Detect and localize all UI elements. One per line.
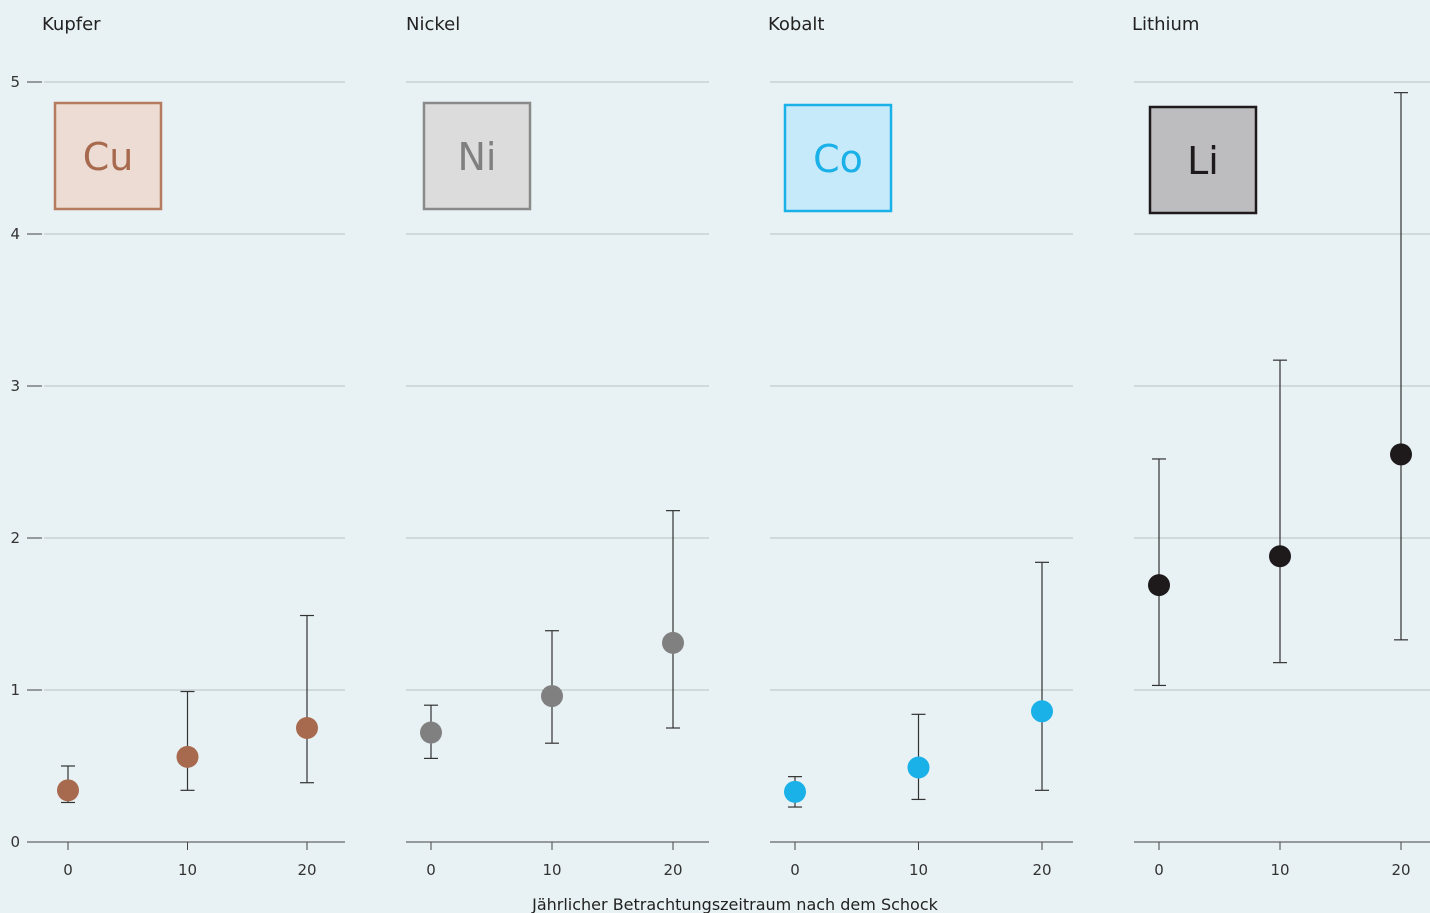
panel-title: Nickel: [406, 14, 460, 35]
data-point: [784, 780, 806, 803]
data-point: [907, 756, 930, 779]
data-point: [1148, 574, 1170, 597]
element-badge: [783, 103, 893, 213]
data-point: [662, 631, 684, 654]
panels: Kupfer 0 10 20 Cu Nickel 0 10 20 Ni Kobalt 0 10 20 Co L…: [28, 14, 1430, 879]
data-point-group: [1390, 92, 1412, 641]
y-tick-label: 5: [10, 73, 20, 91]
x-axis-title: Jährlicher Betrachtungszeitraum nach dem…: [531, 895, 939, 913]
y-tick-label: 3: [10, 377, 20, 395]
panel-kupfer: Kupfer 0 10 20 Cu: [28, 14, 345, 879]
x-tick-label: 20: [663, 861, 682, 879]
x-tick-label: 10: [909, 861, 928, 879]
element-badge: [422, 101, 532, 211]
data-point-group: [784, 776, 806, 808]
panel-title: Lithium: [1132, 14, 1199, 35]
data-point-group: [296, 614, 318, 784]
y-axis: 0 1 2 3 4 5: [10, 73, 42, 851]
data-point-group: [1269, 359, 1291, 664]
x-tick-label: 0: [1154, 861, 1164, 879]
y-tick-label: 2: [10, 529, 20, 547]
y-tick-label: 0: [10, 833, 20, 851]
element-symbol: Co: [813, 137, 863, 181]
panel-kobalt: Kobalt 0 10 20 Co: [768, 14, 1073, 879]
panel-title: Kupfer: [42, 14, 101, 35]
data-point-group: [57, 765, 79, 804]
x-tick-label: 10: [1270, 861, 1289, 879]
data-point: [420, 721, 442, 744]
element-symbol: Ni: [458, 135, 497, 179]
x-tick-label: 0: [790, 861, 800, 879]
data-point: [1390, 443, 1412, 466]
data-point: [1269, 545, 1291, 568]
data-point: [57, 779, 79, 802]
x-tick-label: 0: [426, 861, 436, 879]
x-tick-label: 10: [542, 861, 561, 879]
x-tick-label: 10: [178, 861, 197, 879]
data-point: [296, 717, 318, 739]
data-point-group: [907, 713, 930, 801]
x-tick-label: 20: [297, 861, 316, 879]
x-tick-label: 20: [1032, 861, 1051, 879]
data-point-group: [1031, 561, 1053, 791]
data-point-group: [662, 510, 684, 729]
data-point: [1031, 700, 1053, 723]
panel-nickel: Nickel 0 10 20 Ni: [406, 14, 709, 879]
data-point: [541, 685, 563, 708]
y-tick-label: 1: [10, 681, 20, 699]
panel-title: Kobalt: [768, 14, 824, 35]
data-point: [176, 745, 199, 768]
data-point-group: [420, 704, 442, 760]
data-point-group: [176, 690, 199, 791]
x-tick-label: 20: [1391, 861, 1410, 879]
element-badge: [1148, 105, 1258, 215]
panel-lithium: Lithium 0 10 20 Li: [1132, 14, 1430, 879]
y-tick-label: 4: [10, 225, 20, 243]
x-tick-label: 0: [63, 861, 73, 879]
element-symbol: Cu: [83, 135, 134, 179]
data-point-group: [541, 630, 563, 744]
element-badge: [53, 101, 163, 211]
element-symbol: Li: [1187, 139, 1219, 183]
data-point-group: [1148, 458, 1170, 687]
